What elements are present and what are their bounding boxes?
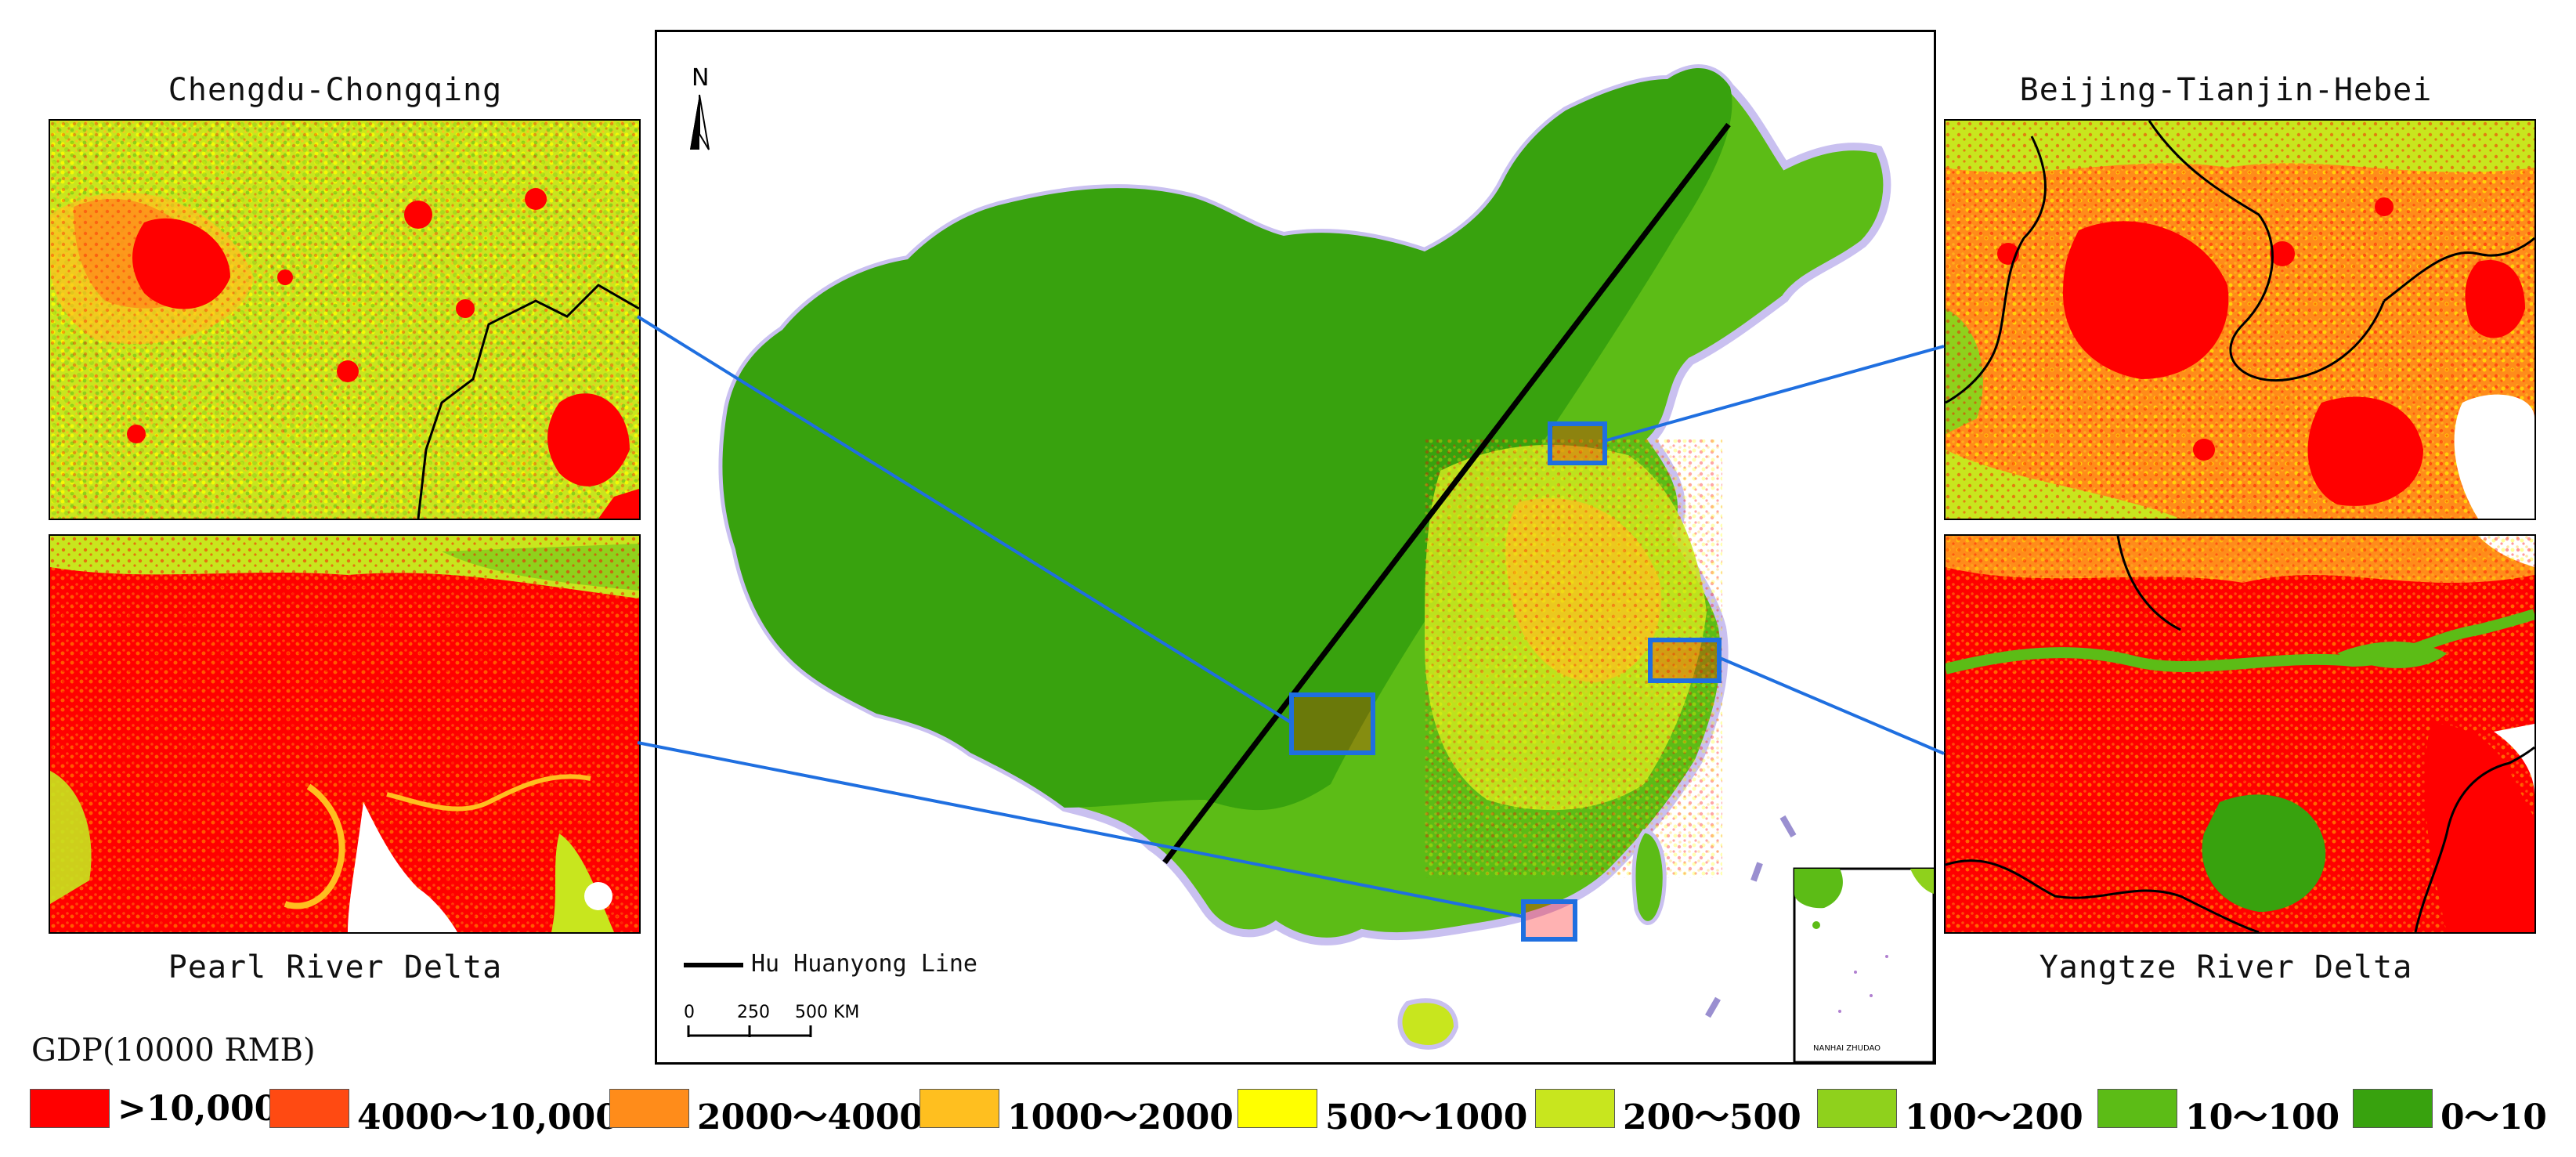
legend-label-4: 1000～2000 bbox=[1007, 1097, 1234, 1137]
scale-tick-0: 0 bbox=[684, 1003, 695, 1022]
inset-title-yangtze-river-delta: Yangtze River Delta bbox=[2039, 949, 2413, 985]
north-arrow-icon bbox=[690, 94, 710, 150]
legend-swatch-5 bbox=[1237, 1089, 1317, 1128]
legend-label-8: 10～100 bbox=[2185, 1097, 2340, 1137]
inset-title-pearl-river-delta: Pearl River Delta bbox=[168, 949, 503, 985]
legend-swatch-1 bbox=[30, 1089, 110, 1128]
scale-bar: 0 250 500 KM bbox=[684, 1003, 859, 1037]
connector-yangtze-river-delta bbox=[1719, 656, 1945, 755]
box-beijing-tianjin-hebei bbox=[1548, 421, 1607, 465]
box-chengdu-chongqing bbox=[1289, 692, 1375, 755]
connector-beijing-tianjin-hebei bbox=[1603, 345, 1945, 443]
inset-title-chengdu-chongqing: Chengdu-Chongqing bbox=[168, 72, 503, 108]
legend-swatch-6 bbox=[1535, 1089, 1615, 1128]
legend-row: >10,000 4000～10,000 2000～4000 1000～2000 … bbox=[30, 1084, 2567, 1137]
main-map-frame: N 0 250 500 KM NANHAI ZHUDAO bbox=[655, 30, 1936, 1065]
legend-swatch-7 bbox=[1817, 1089, 1897, 1128]
south-china-sea-label: NANHAI ZHUDAO bbox=[1813, 1044, 1881, 1053]
north-label: N bbox=[692, 64, 709, 92]
legend-label-1: >10,000 bbox=[117, 1089, 279, 1129]
legend-label-2: 4000～10,000 bbox=[357, 1097, 620, 1137]
scale-tick-250: 250 bbox=[737, 1003, 770, 1022]
inset-map-beijing-tianjin-hebei bbox=[1944, 119, 2536, 520]
legend-swatch-9 bbox=[2353, 1089, 2433, 1128]
connector-chengdu-chongqing bbox=[636, 315, 1292, 724]
legend-label-3: 2000～4000 bbox=[697, 1097, 923, 1137]
legend-swatch-8 bbox=[2097, 1089, 2177, 1128]
scale-tick-500: 500 KM bbox=[795, 1003, 859, 1022]
hu-huanyong-line bbox=[1162, 122, 1731, 865]
legend-swatch-3 bbox=[609, 1089, 689, 1128]
inset-map-yangtze-river-delta bbox=[1944, 534, 2536, 934]
inset-title-beijing-tianjin-hebei: Beijing-Tianjin-Hebei bbox=[2019, 72, 2433, 108]
legend-label-6: 200～500 bbox=[1623, 1097, 1801, 1137]
legend-label-5: 500～1000 bbox=[1325, 1097, 1528, 1137]
legend-label-9: 0～10 bbox=[2441, 1097, 2547, 1137]
inset-map-pearl-river-delta bbox=[49, 534, 641, 934]
box-yangtze-river-delta bbox=[1648, 638, 1722, 683]
south-china-sea-inset: NANHAI ZHUDAO bbox=[1793, 867, 1934, 1062]
inset-map-chengdu-chongqing bbox=[49, 119, 641, 520]
hu-huanyong-line-legend-label: Hu Huanyong Line bbox=[751, 950, 977, 978]
china-gdp-map: N 0 250 500 KM NANHAI ZHUDAO bbox=[684, 64, 1934, 1062]
legend-swatch-2 bbox=[269, 1089, 349, 1128]
legend-swatch-4 bbox=[919, 1089, 999, 1128]
legend-title: GDP(10000 RMB) bbox=[31, 1032, 316, 1068]
connector-pearl-river-delta bbox=[637, 741, 1523, 918]
box-pearl-river-delta bbox=[1521, 899, 1577, 942]
legend-label-7: 100～200 bbox=[1905, 1097, 2083, 1137]
